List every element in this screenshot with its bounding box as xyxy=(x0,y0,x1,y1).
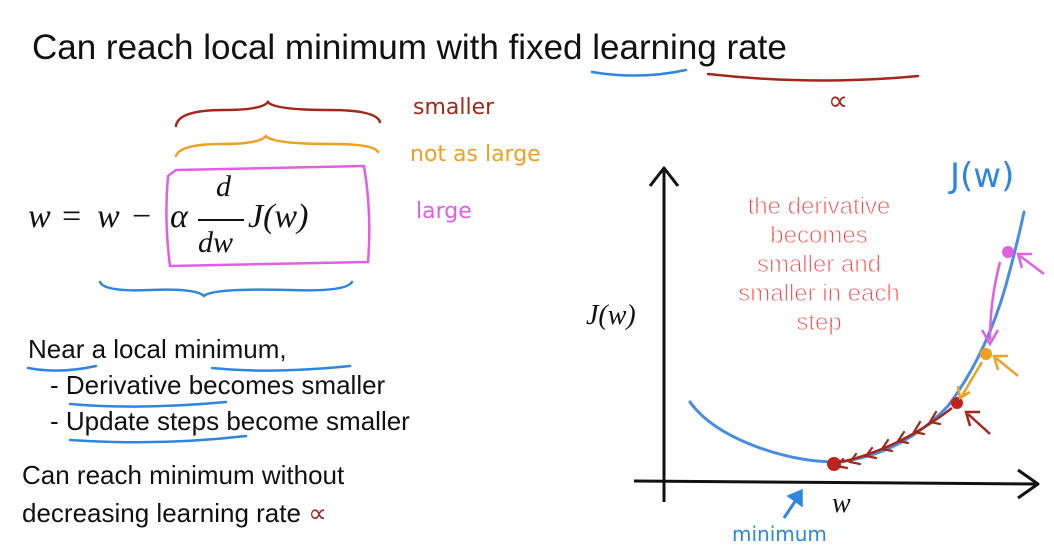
title-fixed: fixed xyxy=(508,28,583,67)
x-axis-arrow xyxy=(1017,468,1040,500)
step-arrow-large-head xyxy=(980,329,1000,347)
conclusion-line2: decreasing learning rate ∝ xyxy=(22,498,327,528)
title-prefix: Can reach local minimum with xyxy=(32,28,509,67)
formula-alpha: α xyxy=(170,198,188,235)
pointer-arrow-red-head xyxy=(964,410,980,427)
minimum-underline xyxy=(210,364,352,372)
brace-smaller xyxy=(174,99,382,128)
formula-equals: = xyxy=(62,198,82,235)
pointer-arrow-pink xyxy=(1019,255,1045,275)
brace-not-as-large xyxy=(174,133,380,158)
label-large: large xyxy=(416,199,472,224)
step-chevrons xyxy=(834,410,942,470)
pointer-arrow-orange xyxy=(995,357,1019,377)
conclusion-alpha: ∝ xyxy=(308,498,327,528)
step-point-medium xyxy=(980,348,992,360)
pointer-arrow-red xyxy=(967,413,991,435)
curve-label: J(w) xyxy=(950,156,1015,196)
label-not-as-large: not as large xyxy=(410,142,541,167)
near-minimum-line1: Near a local minimum, xyxy=(28,334,287,364)
title-learning-rate: learning rate xyxy=(592,28,787,67)
x-axis-label: w xyxy=(832,488,851,519)
pointer-arrow-pink-head xyxy=(1016,252,1032,269)
near-minimum-line3: - Update steps become smaller xyxy=(50,406,410,436)
formula-lhs: w xyxy=(28,198,51,235)
step-arrow-medium xyxy=(960,361,984,397)
fixed-underline xyxy=(590,68,688,77)
formula-frac-den: dw xyxy=(198,226,234,259)
step-point-small xyxy=(951,397,963,409)
title-alpha-note: ∝ xyxy=(828,84,849,117)
conclusion-line1: Can reach minimum without xyxy=(22,460,345,490)
slide-title: Can reach local minimum with fixed learn… xyxy=(32,28,787,68)
formula-w: w xyxy=(97,198,120,235)
derivative-callout: the derivative becomes smaller and small… xyxy=(738,193,900,337)
update-steps-underline xyxy=(68,434,248,444)
near-underline xyxy=(26,364,98,372)
minimum-pointer-head xyxy=(786,488,803,508)
y-axis-label: J(w) xyxy=(586,300,636,331)
learning-rate-underline xyxy=(706,72,920,82)
x-axis xyxy=(633,479,1037,486)
minimum-point xyxy=(827,457,841,471)
formula-minus: − xyxy=(132,198,152,235)
label-smaller: smaller xyxy=(413,95,495,120)
y-axis-arrow xyxy=(648,166,680,187)
formula-cost: J(w) xyxy=(248,198,309,235)
step-point-large xyxy=(1002,246,1014,258)
step-arrow-medium-head xyxy=(956,385,971,401)
near-minimum-line2: - Derivative becomes smaller xyxy=(50,370,386,400)
step-arrow-large xyxy=(988,261,1002,341)
minimum-label: minimum xyxy=(732,522,827,546)
brace-under-formula xyxy=(98,280,354,298)
formula-frac-num: d xyxy=(216,170,231,203)
cost-curve xyxy=(688,210,1026,464)
pointer-arrow-orange-head xyxy=(992,354,1008,371)
large-box xyxy=(165,164,371,268)
derivative-underline xyxy=(68,400,228,408)
